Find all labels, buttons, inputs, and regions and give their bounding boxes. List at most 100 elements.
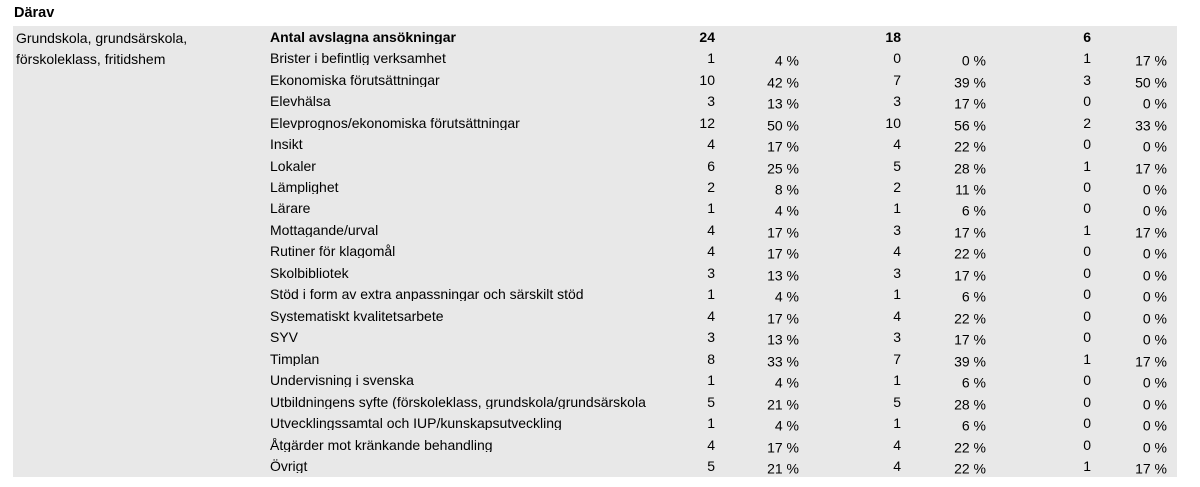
percent-cell: 11 % xyxy=(955,181,986,198)
percent-cell: 50 % xyxy=(767,117,799,134)
percent-cell: 17 % xyxy=(767,245,799,262)
percent-cell: 13 % xyxy=(767,267,799,284)
percent-cell: 21 % xyxy=(767,460,799,477)
percent-cell: 56 % xyxy=(954,117,986,134)
percent-cell: 17 % xyxy=(954,267,986,284)
count-cell: 0 xyxy=(1083,436,1091,453)
percent-cell: 28 % xyxy=(954,396,986,413)
count-cell: 10 xyxy=(699,71,715,88)
count-cell: 4 xyxy=(707,243,715,260)
percent-cell: 22 % xyxy=(954,138,986,155)
count-cell: 1 xyxy=(1083,350,1091,367)
row-label: Lämplighet xyxy=(270,180,339,195)
count-cell: 0 xyxy=(893,50,901,67)
percent-cell: 6 % xyxy=(961,202,986,219)
percent-cell: 0 % xyxy=(1142,374,1167,391)
count-cell: 0 xyxy=(1083,200,1091,217)
table-row: Utbildningens syfte (förskoleklass, grun… xyxy=(13,391,1177,412)
count-cell: 6 xyxy=(707,157,715,174)
table-row: Skolbibliotek 3 13 % 3 17 % 0 0 % xyxy=(13,262,1177,283)
percent-cell: 6 % xyxy=(961,374,986,391)
count-cell: 12 xyxy=(699,114,715,131)
percent-cell: 22 % xyxy=(954,460,986,477)
row-label: SYV xyxy=(270,330,299,345)
group-spacer xyxy=(13,133,268,154)
table-row: SYV 3 13 % 3 17 % 0 0 % xyxy=(13,327,1177,348)
percent-cell: 42 % xyxy=(767,74,799,91)
percent-cell: 22 % xyxy=(954,310,986,327)
percent-cell: 0 % xyxy=(1142,417,1167,434)
percent-cell: 33 % xyxy=(1135,117,1167,134)
percent-cell: 22 % xyxy=(954,439,986,456)
count-cell: 1 xyxy=(707,372,715,389)
count-cell: 3 xyxy=(707,329,715,346)
table-row: Rutiner för klagomål 4 17 % 4 22 % 0 0 % xyxy=(13,241,1177,262)
row-label: Rutiner för klagomål xyxy=(270,244,396,259)
row-label: Insikt xyxy=(270,137,303,152)
percent-cell: 0 % xyxy=(1142,396,1167,413)
percent-cell: 17 % xyxy=(1135,353,1167,370)
count-cell: 1 xyxy=(1083,157,1091,174)
count-cell: 3 xyxy=(707,264,715,281)
percent-cell: 17 % xyxy=(767,310,799,327)
count-cell: 0 xyxy=(1083,393,1091,410)
percent-cell: 50 % xyxy=(1135,74,1167,91)
count-cell: 0 xyxy=(1083,286,1091,303)
count-cell: 5 xyxy=(707,458,715,475)
count-cell: 4 xyxy=(707,136,715,153)
count-cell: 4 xyxy=(707,307,715,324)
group-spacer xyxy=(13,112,268,133)
count-cell: 10 xyxy=(885,114,901,131)
group-spacer xyxy=(13,455,268,476)
table-row: Lämplighet 2 8 % 2 11 % 0 0 % xyxy=(13,176,1177,197)
group-spacer xyxy=(13,348,268,369)
count-cell: 0 xyxy=(1083,93,1091,110)
row-label: Utvecklingssamtal och IUP/kunskapsutveck… xyxy=(270,416,562,431)
percent-cell: 17 % xyxy=(954,224,986,241)
percent-cell: 28 % xyxy=(954,160,986,177)
header-label: Antal avslagna ansökningar xyxy=(270,29,456,44)
row-label: Utbildningens syfte (förskoleklass, grun… xyxy=(270,394,646,409)
percent-cell: 0 % xyxy=(1142,310,1167,327)
table-header-row: Antal avslagna ansökningar 24 18 6 xyxy=(13,26,1177,47)
group-spacer xyxy=(13,327,268,348)
section-heading: Därav xyxy=(14,5,55,21)
count-cell: 4 xyxy=(893,436,901,453)
group-label-line-2: förskoleklass, fritidshem xyxy=(16,51,166,68)
percent-cell: 4 % xyxy=(774,288,799,305)
count-cell: 5 xyxy=(893,393,901,410)
count-cell: 1 xyxy=(893,286,901,303)
count-cell: 3 xyxy=(1083,71,1091,88)
count-cell: 0 xyxy=(1083,136,1091,153)
count-cell: 4 xyxy=(707,221,715,238)
table-row: Lokaler 6 25 % 5 28 % 1 17 % xyxy=(13,155,1177,176)
group-spacer xyxy=(13,198,268,219)
header-total-1: 24 xyxy=(699,28,715,45)
count-cell: 2 xyxy=(707,179,715,196)
percent-cell: 0 % xyxy=(1142,267,1167,284)
count-cell: 4 xyxy=(893,136,901,153)
count-cell: 3 xyxy=(893,221,901,238)
group-spacer xyxy=(13,284,268,305)
count-cell: 3 xyxy=(893,264,901,281)
row-label: Ekonomiska förutsättningar xyxy=(270,72,440,87)
table-row: Timplan 8 33 % 7 39 % 1 17 % xyxy=(13,348,1177,369)
percent-cell: 8 % xyxy=(774,181,799,198)
table-row: Insikt 4 17 % 4 22 % 0 0 % xyxy=(13,133,1177,154)
count-cell: 1 xyxy=(707,50,715,67)
group-spacer xyxy=(13,90,268,111)
percent-cell: 0 % xyxy=(1142,331,1167,348)
count-cell: 1 xyxy=(707,415,715,432)
percent-cell: 17 % xyxy=(767,439,799,456)
count-cell: 5 xyxy=(707,393,715,410)
count-cell: 1 xyxy=(1083,458,1091,475)
row-label: Övrigt xyxy=(270,459,308,474)
table-row: Elevprognos/ekonomiska förutsättningar 12… xyxy=(13,112,1177,133)
count-cell: 1 xyxy=(1083,50,1091,67)
row-label: Elevhälsa xyxy=(270,94,331,109)
row-label: Stöd i form av extra anpassningar och sä… xyxy=(270,287,584,302)
percent-cell: 17 % xyxy=(954,331,986,348)
count-cell: 0 xyxy=(1083,243,1091,260)
count-cell: 0 xyxy=(1083,329,1091,346)
row-label: Åtgärder mot kränkande behandling xyxy=(270,437,493,452)
